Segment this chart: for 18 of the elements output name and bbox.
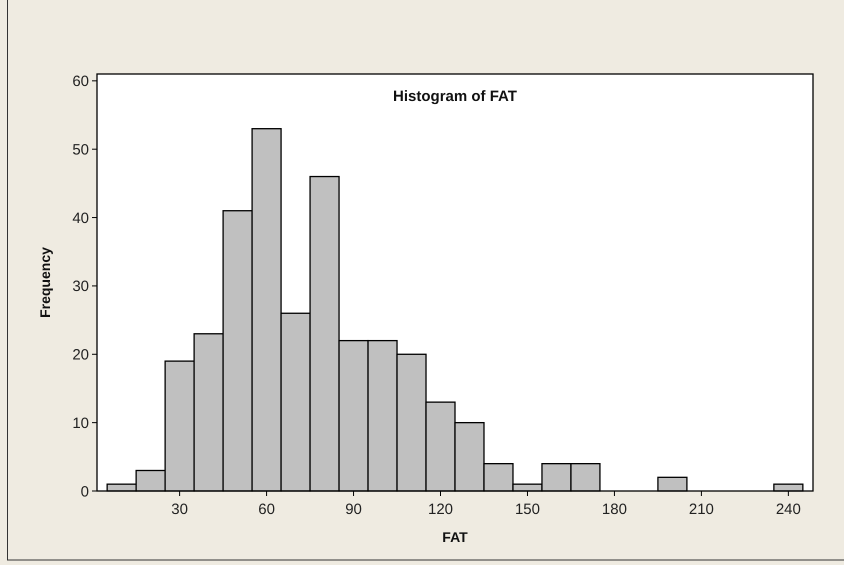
y-tick-label: 10: [72, 414, 89, 432]
x-tick-label: 30: [171, 501, 188, 518]
y-tick-label: 40: [72, 210, 89, 227]
text: Histogram of FAT: [393, 88, 517, 105]
x-tick-label: 150: [514, 501, 540, 518]
x-tick-label: 90: [345, 501, 362, 518]
x-tick-label: 180: [602, 501, 627, 518]
y-tick-label: 50: [72, 141, 89, 158]
x-axis-title: FAT: [442, 529, 468, 545]
x-tick-label: 240: [776, 501, 801, 518]
y-tick-label: 0: [80, 483, 89, 500]
x-tick-label: 120: [428, 501, 454, 518]
y-tick-label: 60: [72, 73, 89, 90]
y-axis-title: Frequency: [37, 246, 53, 318]
x-tick-label: 210: [688, 501, 714, 518]
y-tick-label: 30: [72, 278, 89, 296]
y-tick-label: 20: [72, 346, 89, 364]
x-tick-label: 60: [258, 501, 275, 518]
